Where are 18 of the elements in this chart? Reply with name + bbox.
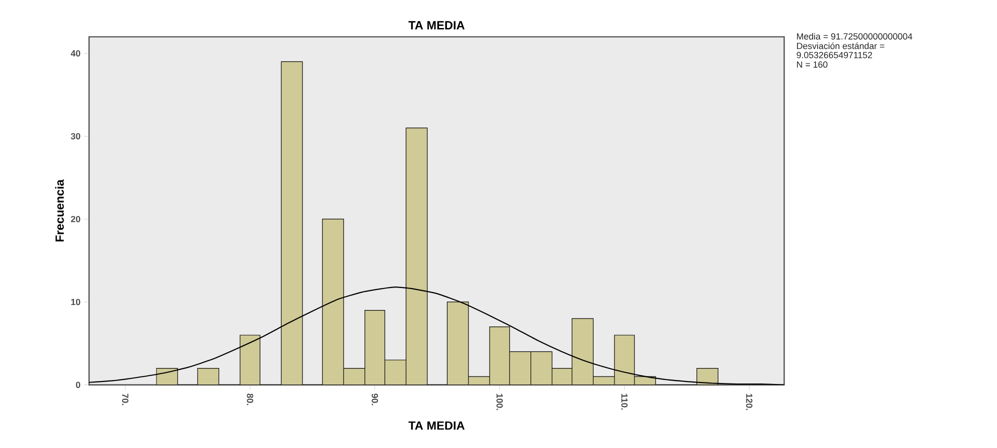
text: Media = 91.72500000000004	[797, 33, 912, 40]
chart-title: TA MEDIA	[408, 21, 465, 30]
y-tick-label: 20	[70, 216, 80, 223]
y-axis-title: Frecuencia	[55, 180, 64, 242]
x-tick-label: 120.	[746, 394, 752, 410]
y-tick-label: 40	[70, 50, 80, 57]
y-tick-label: 0	[76, 382, 80, 388]
text: 9.05326654971152	[796, 52, 872, 58]
x-tick-label: 90.	[372, 394, 378, 406]
text: N = 160	[797, 62, 828, 68]
x-tick-label: 70.	[122, 394, 128, 406]
x-tick-label: 80.	[246, 394, 254, 406]
x-axis-title: TA MEDIA	[408, 422, 465, 430]
text: Desviación estándar =	[797, 42, 884, 50]
x-tick-label: 110.	[621, 394, 628, 410]
y-tick-label: 30	[70, 133, 80, 140]
x-tick-label: 100.	[496, 394, 503, 410]
y-tick-label: 10	[71, 299, 80, 306]
